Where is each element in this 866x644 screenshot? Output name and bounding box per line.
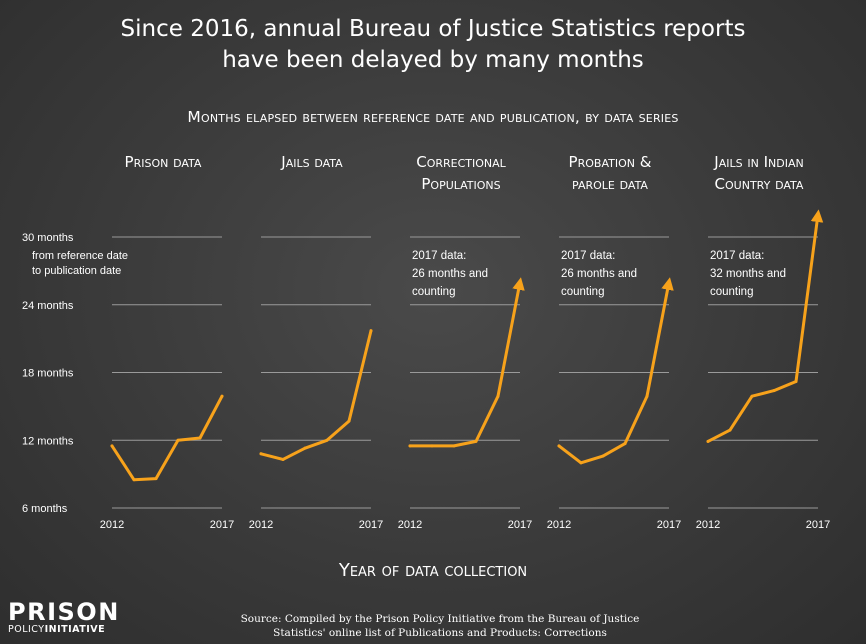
panel-1-x-tick-first: 2012 — [100, 519, 124, 531]
panel-5-point-2017 — [816, 212, 820, 216]
panel-4-x-tick-first: 2012 — [547, 519, 571, 531]
panel-1-x-tick-last: 2017 — [210, 519, 234, 531]
y-tick-label-24: 24 months — [22, 300, 74, 312]
panel-3-point-2016 — [496, 394, 500, 398]
panel-3-annotation-line-2: 26 months and — [412, 268, 488, 280]
source-note: Source: Compiled by the Prison Policy In… — [200, 612, 680, 640]
panel-3-x-tick-first: 2012 — [398, 519, 422, 531]
panel-3-point-2017 — [518, 280, 522, 284]
panel-1-series-line — [110, 394, 224, 482]
panel-5-title-line-2: Country data — [715, 175, 804, 193]
panel-5-point-2012 — [706, 439, 710, 443]
panel-3-point-2012 — [408, 444, 412, 448]
panel-2-point-2012 — [259, 452, 263, 456]
panel-5-annotation-line-1: 2017 data: — [710, 250, 764, 262]
panel-5-annotation-line-2: 32 months and — [710, 268, 786, 280]
panel-2-title-line-1: Jails data — [280, 153, 343, 171]
panel-4-annotation-line-2: 26 months and — [561, 268, 637, 280]
y-tick-label-18: 18 months — [22, 368, 74, 380]
panel-5-x-tick-last: 2017 — [806, 519, 830, 531]
panel-1-point-2017 — [220, 394, 224, 398]
panel-1-point-2012 — [110, 444, 114, 448]
panel-1-point-2015 — [176, 438, 180, 442]
panel-4-x-tick-last: 2017 — [657, 519, 681, 531]
panel-4-point-2012 — [557, 444, 561, 448]
panel-2-point-2013 — [281, 457, 285, 461]
panel-4-point-2016 — [645, 394, 649, 398]
logo-word-initiative: INITIATIVE — [44, 624, 106, 635]
y-tick-label-12: 12 months — [22, 435, 74, 447]
x-axis-title: Year of data collection — [338, 560, 528, 581]
panel-1-point-2013 — [132, 478, 136, 482]
panel-5-title-line-1: Jails in Indian — [713, 153, 803, 171]
panel-4-point-2017 — [667, 280, 671, 284]
panel-1-point-2016 — [198, 436, 202, 440]
panel-4-point-2014 — [601, 454, 605, 458]
panel-4-title-line-1: Probation & — [569, 153, 652, 171]
panel-4-series-line — [557, 277, 674, 465]
panel-5-point-2013 — [728, 428, 732, 432]
panel-2-x-tick-first: 2012 — [249, 519, 273, 531]
panel-4-annotation-line-1: 2017 data: — [561, 250, 615, 262]
panel-4-point-2015 — [623, 442, 627, 446]
panel-2-x-tick-last: 2017 — [359, 519, 383, 531]
panel-5-point-2016 — [794, 380, 798, 384]
panel-3-annotation-line-3: counting — [412, 286, 455, 298]
panel-5-point-2015 — [772, 389, 776, 393]
panel-3-title-line-1: Correctional — [416, 153, 506, 171]
source-line-2: Statistics' online list of Publications … — [273, 627, 607, 639]
y-axis-note-line-1: from reference date — [32, 250, 128, 262]
panel-5-x-tick-first: 2012 — [696, 519, 720, 531]
logo-word-policy: POLICY — [8, 624, 45, 635]
prison-policy-initiative-logo: PRISON POLICYINITIATIVE — [8, 600, 120, 636]
panel-5-series-line — [706, 209, 824, 443]
chart-title: Since 2016, annual Bureau of Justice Sta… — [0, 14, 866, 76]
panel-3-title-line-2: Populations — [421, 175, 500, 193]
panel-5-point-2014 — [750, 394, 754, 398]
panel-4-title-line-2: parole data — [572, 175, 648, 193]
panel-1-point-2014 — [154, 477, 158, 481]
chart-title-line-2: have been delayed by many months — [222, 47, 644, 73]
chart-subtitle: Months elapsed between reference date an… — [187, 108, 679, 126]
panel-3-point-2015 — [474, 439, 478, 443]
source-line-1: Source: Compiled by the Prison Policy In… — [240, 613, 640, 625]
y-axis-note-line-2: to publication date — [32, 265, 121, 277]
panel-4-point-2013 — [579, 461, 583, 465]
logo-word-top: PRISON — [8, 598, 120, 626]
panel-1-title-line-1: Prison data — [125, 153, 202, 171]
panel-3-series-line — [408, 277, 525, 448]
panel-4-annotation-line-3: counting — [561, 286, 604, 298]
panel-3-x-tick-last: 2017 — [508, 519, 532, 531]
chart-title-line-1: Since 2016, annual Bureau of Justice Sta… — [120, 16, 746, 42]
y-tick-label-30: 30 months — [22, 232, 74, 244]
panel-2-point-2017 — [369, 329, 373, 333]
panel-2-point-2016 — [347, 419, 351, 423]
panel-2-point-2015 — [325, 438, 329, 442]
panel-2-point-2014 — [303, 446, 307, 450]
y-tick-label-6: 6 months — [22, 503, 68, 515]
panel-3-point-2014 — [452, 444, 456, 448]
panel-3-annotation-line-1: 2017 data: — [412, 250, 466, 262]
panel-2-series-line — [259, 329, 373, 461]
panel-3-point-2013 — [430, 444, 434, 448]
panel-5-annotation-line-3: counting — [710, 286, 753, 298]
